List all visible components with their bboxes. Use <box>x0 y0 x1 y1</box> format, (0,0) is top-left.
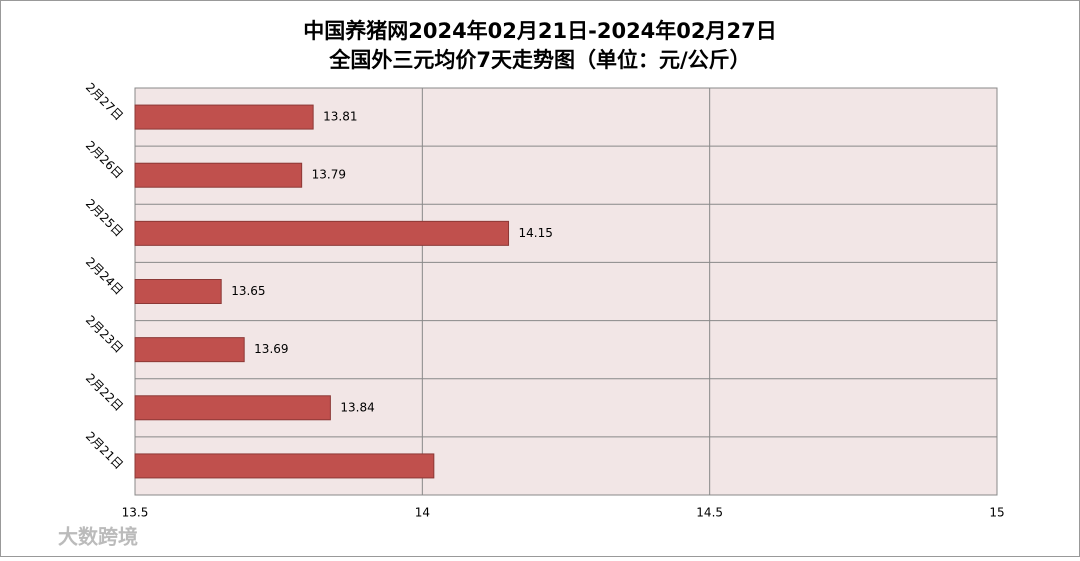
bar <box>134 220 510 246</box>
value-label: 13.69 <box>254 342 288 356</box>
bar <box>134 104 314 130</box>
x-tick-label: 14.5 <box>696 506 723 520</box>
bar <box>134 162 303 188</box>
value-label: 13.65 <box>231 284 265 298</box>
bar <box>134 453 435 479</box>
value-label: 14.15 <box>519 226 553 240</box>
bar <box>134 279 222 304</box>
x-tick-label: 13.5 <box>122 506 149 520</box>
value-label: 13.81 <box>323 110 357 124</box>
watermark: 大数跨境 <box>58 525 138 549</box>
chart-subtitle: 全国外三元均价7天走势图（单位：元/公斤） <box>328 48 750 72</box>
bar <box>134 337 245 363</box>
value-label: 13.84 <box>340 400 374 414</box>
chart-title: 中国养猪网2024年02月21日-2024年02月27日 <box>303 19 777 43</box>
x-tick-label: 14 <box>415 506 430 520</box>
x-tick-label: 15 <box>989 506 1004 520</box>
bar <box>134 395 331 421</box>
plot-area <box>134 87 998 496</box>
value-label: 13.79 <box>312 168 346 182</box>
